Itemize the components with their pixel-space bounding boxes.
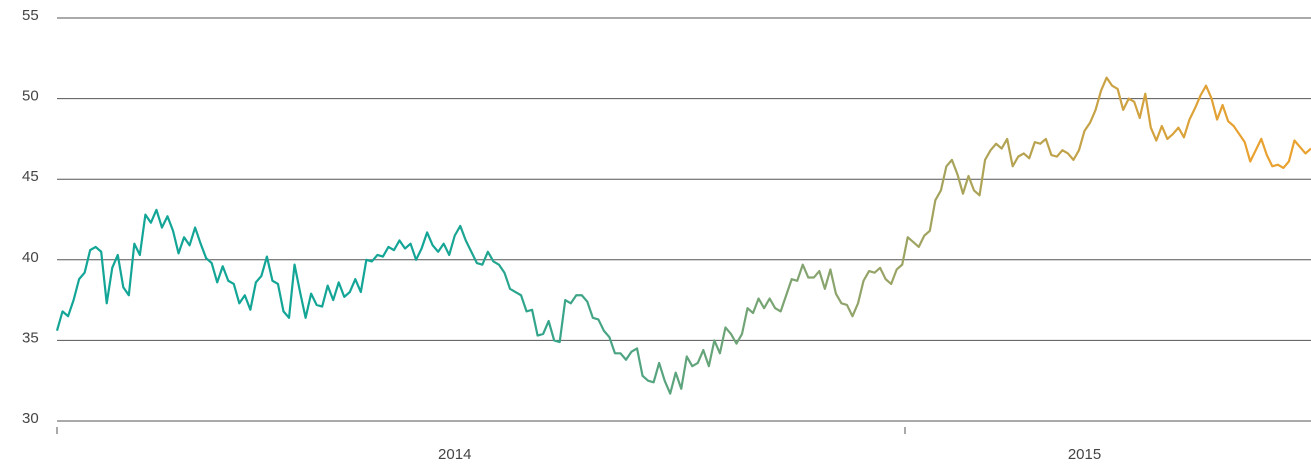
y-tick-label: 40: [22, 249, 39, 266]
y-tick-label: 55: [22, 7, 39, 24]
x-tick-label: 2015: [1068, 446, 1101, 463]
x-tick-label: 2014: [438, 446, 471, 463]
y-tick-label: 35: [22, 329, 39, 346]
y-tick-label: 30: [22, 410, 39, 427]
data-line: [55, 76, 1311, 395]
y-tick-label: 50: [22, 88, 39, 105]
y-tick-label: 45: [22, 168, 39, 185]
